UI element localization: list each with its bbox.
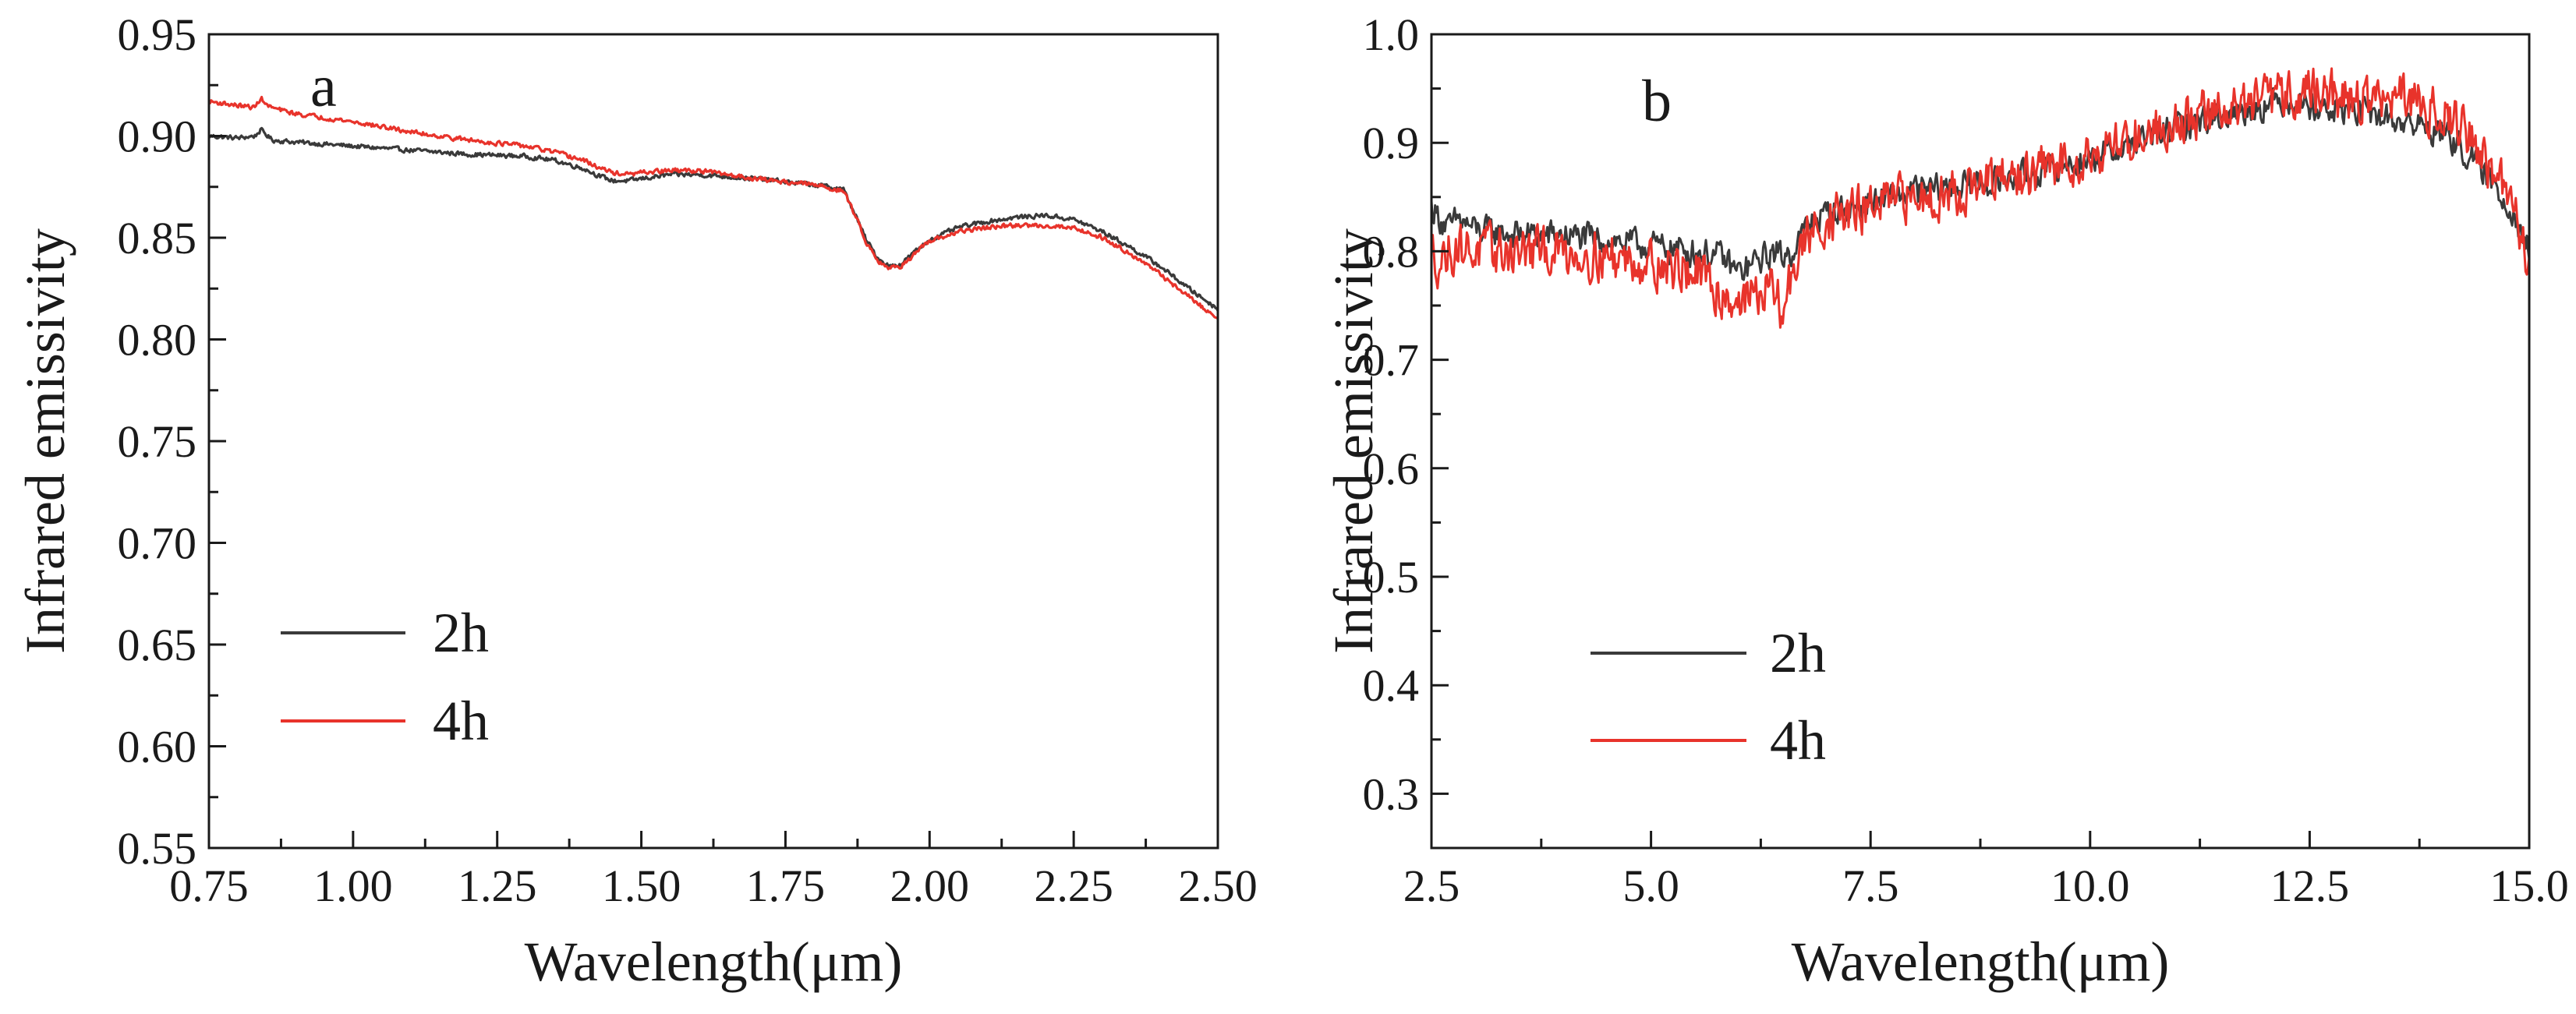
y-tick-label: 0.75 bbox=[118, 416, 197, 467]
x-tick-label: 0.75 bbox=[169, 860, 249, 911]
legend-label-4h: 4h bbox=[433, 690, 489, 752]
y-tick-label: 0.65 bbox=[118, 620, 197, 670]
legend-label-2h: 2h bbox=[1770, 622, 1826, 684]
y-tick-label: 1.0 bbox=[1363, 9, 1420, 60]
y-axis-title: Infrared emissivity bbox=[14, 228, 76, 654]
x-axis-title: Wavelength(μm) bbox=[525, 931, 903, 993]
y-tick-label: 0.3 bbox=[1363, 768, 1420, 819]
plot-frame bbox=[1430, 33, 2531, 850]
x-tick-label: 15.0 bbox=[2489, 860, 2569, 911]
x-tick-label: 1.00 bbox=[313, 860, 393, 911]
y-tick-label: 0.95 bbox=[118, 9, 197, 60]
y-tick-label: 0.8 bbox=[1363, 226, 1420, 277]
y-tick-label: 0.7 bbox=[1363, 335, 1420, 386]
plot-frame bbox=[207, 33, 1219, 850]
y-tick-label: 0.5 bbox=[1363, 552, 1420, 602]
y-tick-label: 0.85 bbox=[118, 213, 197, 263]
x-tick-label: 1.50 bbox=[602, 860, 681, 911]
x-tick-label: 2.25 bbox=[1034, 860, 1113, 911]
x-axis-title: Wavelength(μm) bbox=[1792, 931, 2170, 993]
y-tick-label: 0.4 bbox=[1363, 660, 1420, 711]
y-tick-label: 0.9 bbox=[1363, 118, 1420, 168]
x-tick-label: 12.5 bbox=[2270, 860, 2350, 911]
y-tick-label: 0.6 bbox=[1363, 443, 1420, 494]
y-tick-label: 0.80 bbox=[118, 315, 197, 366]
y-tick-label: 0.70 bbox=[118, 518, 197, 569]
y-tick-label: 0.60 bbox=[118, 722, 197, 772]
series-line-2h bbox=[209, 126, 1218, 312]
x-tick-label: 7.5 bbox=[1842, 860, 1899, 911]
y-tick-label: 0.90 bbox=[118, 111, 197, 162]
x-tick-label: 2.50 bbox=[1178, 860, 1258, 911]
legend-label-4h: 4h bbox=[1770, 709, 1826, 772]
y-tick-label: 0.55 bbox=[118, 823, 197, 874]
series-line-4h bbox=[209, 95, 1218, 320]
x-tick-label: 2.5 bbox=[1403, 860, 1460, 911]
x-tick-label: 1.75 bbox=[746, 860, 826, 911]
x-tick-label: 1.25 bbox=[458, 860, 537, 911]
panel-label: b bbox=[1642, 69, 1672, 134]
x-tick-label: 10.0 bbox=[2051, 860, 2130, 911]
y-axis-title: Infrared emissivity bbox=[1322, 228, 1385, 654]
chart-panel-a: 0.75 1.00 1.25 1.50 1.75 2.00 2.25 2.50 0.55 0.60… bbox=[14, 9, 1258, 993]
chart-panel-b: 2.5 5.0 7.5 10.0 12.5 15.0 0.3 0.4 0.5 0.6 0.7 0.8 0… bbox=[1322, 9, 2569, 993]
x-tick-label: 5.0 bbox=[1622, 860, 1679, 911]
x-tick-label: 2.00 bbox=[890, 860, 970, 911]
legend-label-2h: 2h bbox=[433, 602, 489, 664]
panel-label: a bbox=[310, 54, 337, 119]
series-line-4h bbox=[1431, 67, 2529, 329]
